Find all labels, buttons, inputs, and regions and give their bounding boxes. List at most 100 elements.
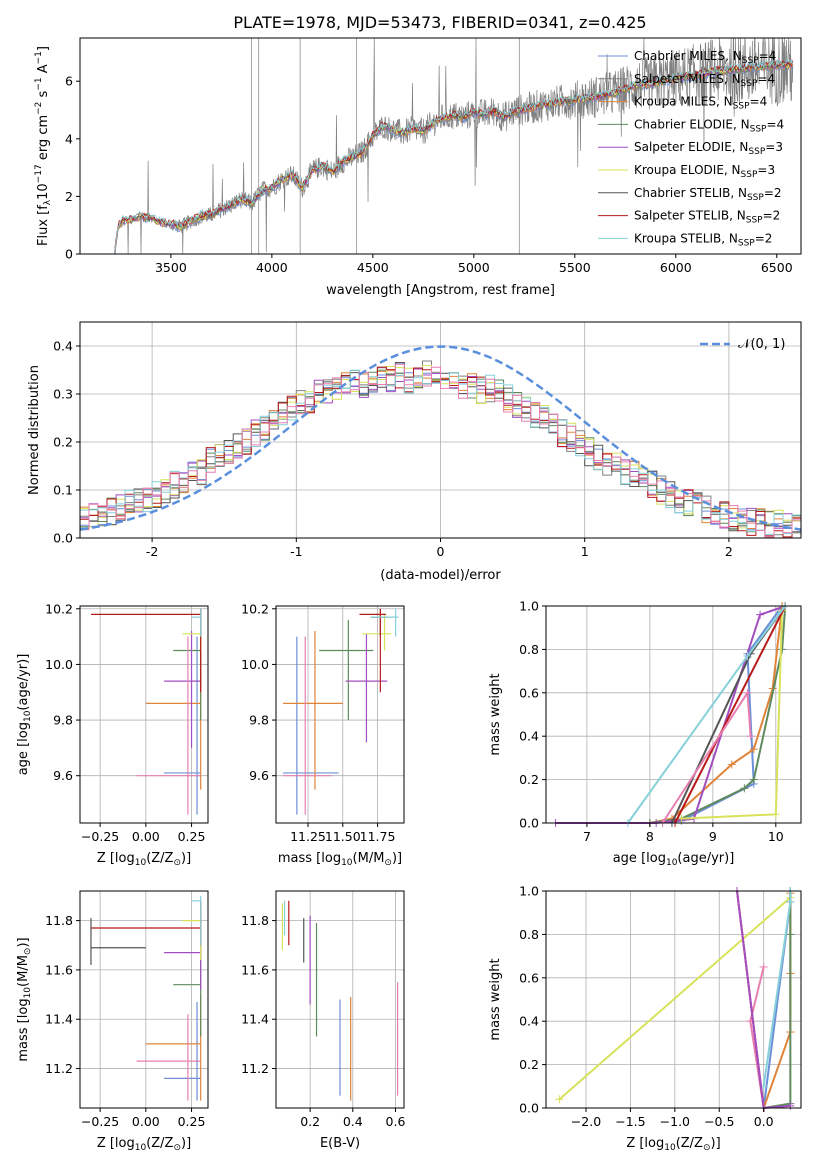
error-bar [362,614,392,651]
legend-label: Kroupa MILES, NSSP=4 [634,95,767,112]
y-tick-label: 0.2 [53,435,73,450]
x-axis-label: mass [log10(M/M⊙)] [278,851,402,868]
axes-border [79,37,802,255]
axes-border [79,605,209,824]
y-tick-label: 0.4 [519,1014,539,1029]
legend: 𝒩(0, 1) [700,337,785,352]
legend-label: Chabrier MILES, NSSP=4 [634,49,776,66]
y-axis-label: mass weight [488,673,503,755]
y-tick-label: 0.0 [519,1101,539,1116]
legend-label: Chabrier STELIB, NSSP=2 [634,186,782,203]
y-tick-label: 0.4 [519,729,539,744]
age-vs-metallicity-panel: −0.25 0.00 0.25 9.6 9.8 10.0 10.2 Z [log10(Z/Z⊙… [16,601,209,868]
y-tick-label: 0.8 [519,927,539,942]
model-spectrum-line [113,58,794,255]
x-axis-label: wavelength [Angstrom, rest frame] [326,283,555,298]
y-tick-label: 6 [65,74,73,89]
mass-weight-line [674,605,787,824]
y-tick-label: 0.8 [519,642,539,657]
axes-frame: −2.0 −1.5 −1.0 −0.5 0.0 0.0 0.2 0.4 0.6 0.8 1.0 [519,884,802,1129]
error-bar [282,636,332,815]
x-axis-label: Z [log10(Z/Z⊙)] [97,1136,191,1153]
plot-area [113,37,794,255]
y-tick-label: 11.6 [241,962,269,977]
axes-border [275,890,405,1109]
x-tick-label: 11.75 [360,829,396,844]
y-tick-label: 9.8 [53,713,73,728]
model-spectrum-line [113,60,794,255]
y-tick-label: 9.8 [249,713,269,728]
model-spectrum-line [113,62,794,255]
axes-border [545,890,802,1109]
y-tick-label: 9.6 [249,768,269,783]
x-tick-label: 8 [646,829,654,844]
y-tick-label: 0.0 [53,531,73,546]
x-tick-label: −2.0 [571,1114,601,1129]
x-tick-label: −1.5 [615,1114,645,1129]
y-tick-label: 11.2 [241,1061,269,1076]
y-tick-label: 11.6 [45,962,73,977]
x-tick-label: 0.2 [300,1114,320,1129]
x-tick-label: 10 [768,829,784,844]
x-tick-label: 4500 [357,260,389,275]
y-tick-label: 0.6 [519,970,539,985]
y-tick-label: 0.0 [519,816,539,831]
model-spectrum-line [113,60,794,255]
x-axis-label: age [log10(age/yr)] [613,851,735,868]
mass-weight-line [763,891,792,1109]
grid [80,891,208,1108]
mass-vs-extinction-panel: 0.2 0.4 0.6 11.2 11.4 11.6 11.8 E(B-V) [241,890,405,1151]
x-tick-label: 5000 [458,260,490,275]
x-tick-label: −0.25 [81,1114,119,1129]
x-tick-label: -2 [146,544,158,559]
error-bar [370,608,399,637]
axes-border [545,605,802,824]
error-bar [191,608,202,637]
legend-label: 𝒩(0, 1) [738,337,785,352]
y-tick-label: 4 [65,131,73,146]
y-tick-label: 0.1 [53,483,73,498]
x-tick-label: 0.00 [132,829,160,844]
x-tick-label: 6500 [761,260,793,275]
mass-weight-vs-age-panel: 7 8 9 10 0.0 0.2 0.4 0.6 0.8 1.0 age [log10(age/yr… [488,599,802,868]
y-tick-label: 11.8 [241,913,269,928]
x-tick-label: 3500 [155,260,187,275]
error-bar [282,636,339,815]
axes-frame: 7 8 9 10 0.0 0.2 0.4 0.6 0.8 1.0 [519,599,802,844]
x-tick-label: 11.25 [290,829,326,844]
y-tick-label: 11.2 [45,1061,73,1076]
y-tick-label: 10.0 [45,657,73,672]
legend-label: Salpeter ELODIE, NSSP=3 [634,140,783,157]
y-axis-label: Normed distribution [27,365,42,495]
x-axis-label: (data-model)/error [380,568,501,583]
error-bar [164,1001,201,1101]
x-tick-label: 0.4 [343,1114,363,1129]
axes-border [275,605,405,824]
mass-weight-line [762,891,792,1087]
y-tick-label: 2 [65,189,73,204]
y-tick-label: 11.8 [45,913,73,928]
x-axis-label: Z [log10(Z/Z⊙)] [626,1136,720,1153]
y-tick-label: 0.2 [519,1057,539,1072]
x-tick-label: 0.25 [178,1114,206,1129]
x-tick-label: 5500 [559,260,591,275]
mass-weight-line [627,605,787,824]
x-tick-label: 0 [437,544,445,559]
plot-area [79,345,802,538]
axes-frame: -2 -1 0 1 2 0.0 0.1 0.2 0.3 0.4 [53,321,802,559]
error-bar [145,631,202,790]
grid [80,606,208,823]
y-axis-label: Flux [fλ10−17 erg cm−2 s−1 A−1] [34,46,53,246]
legend-label: Chabrier ELODIE, NSSP=4 [634,117,784,134]
error-bar [164,636,201,815]
y-axis-label: age [log10(age/yr)] [16,654,33,776]
x-axis-label: E(B-V) [320,1136,360,1151]
error-bar [136,1014,201,1101]
axes-frame: −0.25 0.00 0.25 11.2 11.4 11.6 11.8 [45,890,209,1129]
x-tick-label: 1 [581,544,589,559]
y-tick-label: 0.3 [53,387,73,402]
error-bar [90,918,146,965]
